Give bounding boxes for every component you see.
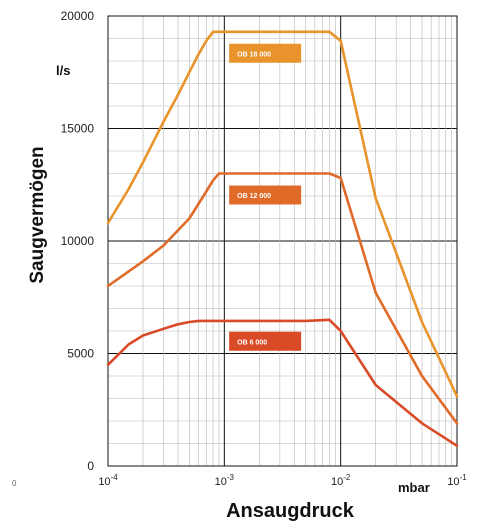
legend-swatch	[229, 331, 302, 351]
grid	[107, 15, 458, 467]
plot-frame	[107, 15, 458, 467]
legend-swatch	[229, 43, 302, 63]
legend-swatch	[229, 185, 302, 205]
x-axis-title: Ansaugdruck	[226, 500, 355, 522]
series-line-1	[106, 30, 459, 398]
x-tick-label: 10-2	[331, 473, 351, 488]
page-number: 0	[12, 479, 17, 488]
series-line-2	[106, 172, 459, 425]
y-axis-title: Saugvermögen	[27, 146, 48, 283]
tick-labels: 0 5000 10000 15000 20000 10-4 10-3 10-2 10-1	[61, 9, 468, 488]
y-tick-label: 15000	[61, 122, 95, 136]
y-tick-label: 5000	[67, 347, 94, 361]
legend-label: OB 6 000	[237, 339, 267, 346]
series-line-3	[106, 318, 459, 448]
legend-label: OB 12 000	[237, 193, 271, 200]
y-tick-label: 10000	[61, 234, 95, 248]
legend-labels: OB 18 000 OB 12 000 OB 6 000	[229, 43, 302, 351]
legend-label: OB 18 000	[237, 51, 271, 58]
y-unit-label: l/s	[56, 63, 70, 78]
x-tick-label: 10-4	[98, 473, 118, 488]
x-tick-label: 10-3	[215, 473, 235, 488]
legend-item-1: OB 18 000	[229, 43, 302, 63]
y-tick-label: 0	[87, 459, 94, 473]
legend-item-2: OB 12 000	[229, 185, 302, 205]
x-unit-label: mbar	[398, 480, 430, 495]
y-tick-label: 20000	[61, 9, 95, 23]
legend-item-3: OB 6 000	[229, 331, 302, 351]
x-tick-label: 10-1	[447, 473, 467, 488]
series-group	[106, 30, 459, 448]
